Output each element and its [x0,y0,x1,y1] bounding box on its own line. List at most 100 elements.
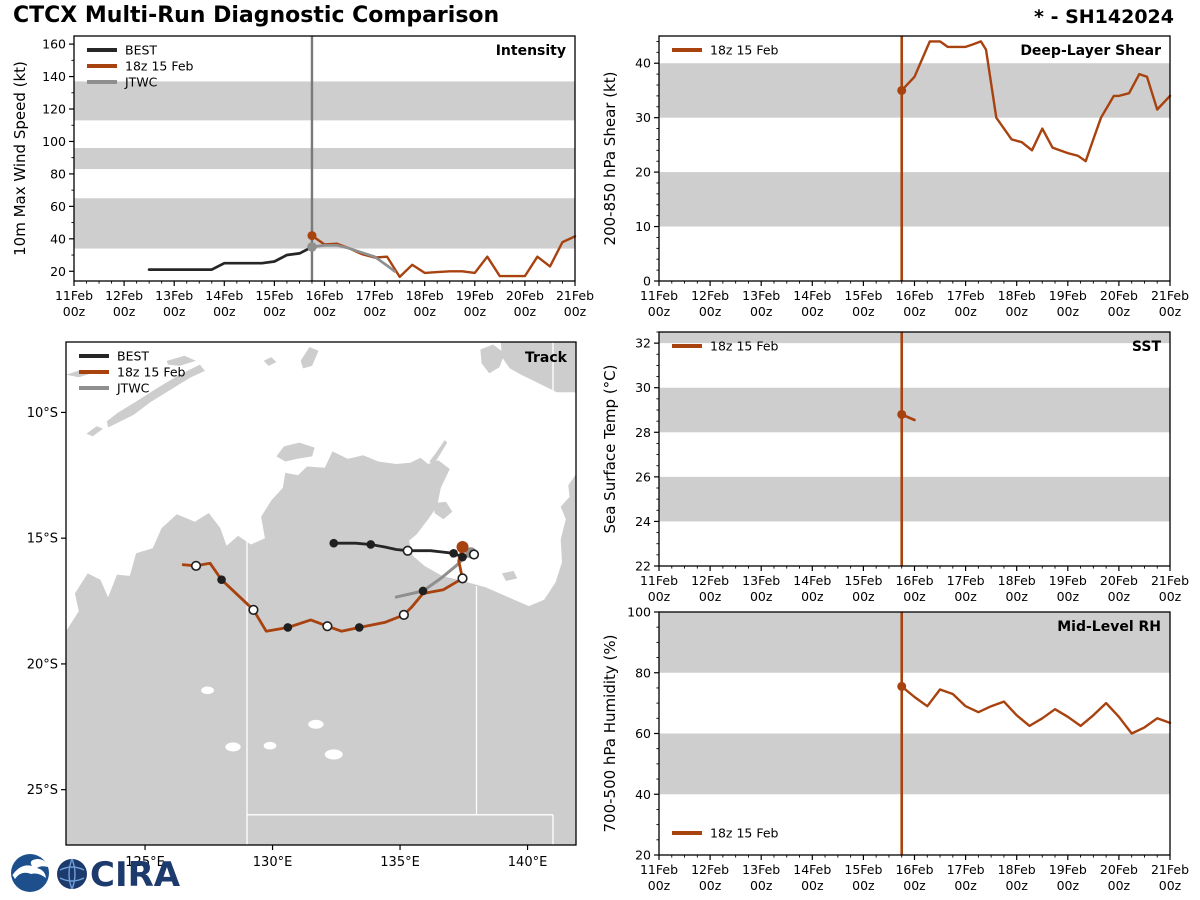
map-lon-label: 135°E [380,855,420,870]
x-tick-label: 21Feb [1151,288,1189,303]
x-tick-label: 14Feb [793,288,831,303]
map-lake [201,686,214,695]
shaded-band [659,733,1170,795]
shaded-band [659,612,1170,673]
x-tick-label: 19Feb [1049,288,1087,303]
track-fix-open [322,621,333,632]
x-tick-label: 00z [801,878,824,893]
y-tick-label: 26 [635,469,651,484]
y-tick-label: 60 [635,726,651,741]
map-land [86,426,103,437]
track-fix-open [248,604,259,615]
x-tick-label: 12Feb [691,288,729,303]
map-land [480,344,505,374]
panel-intensity: 11Feb00z12Feb00z13Feb00z14Feb00z15Feb00z… [11,35,594,319]
map-lake [263,741,277,750]
y-axis-label: 700-500 hPa Humidity (%) [601,634,619,832]
x-tick-label: 00z [464,304,487,319]
x-tick-label: 18Feb [998,573,1036,588]
x-tick-label: 12Feb [691,573,729,588]
x-tick-label: 15Feb [844,288,882,303]
x-tick-label: 16Feb [895,862,933,877]
x-tick-label: 00z [313,304,336,319]
map-land [429,440,448,466]
track-fix-filled [283,623,293,632]
y-tick-label: 20 [50,264,66,279]
map-lat-label: 15°S [27,532,58,547]
x-tick-label: 00z [801,304,824,319]
x-tick-label: 00z [1159,304,1182,319]
shaded-band [74,81,575,121]
x-tick-label: 00z [954,304,977,319]
track-fix-open [190,560,202,571]
x-tick-label: 00z [363,304,386,319]
x-tick-label: 00z [699,304,722,319]
track-fix-filled [217,575,226,584]
map-lat-label: 10°S [27,406,58,421]
y-tick-label: 100 [627,605,651,620]
x-tick-label: 00z [413,304,436,319]
map-land [66,451,576,845]
map-lat-label: 20°S [27,657,58,672]
x-tick-label: 00z [163,304,186,319]
x-tick-label: 15Feb [255,288,293,303]
track-fix-open [468,549,480,560]
init-dot [307,231,317,241]
x-tick-label: 00z [903,304,926,319]
x-tick-label: 13Feb [742,573,780,588]
y-tick-label: 80 [50,166,66,181]
track-fix-filled [458,552,467,562]
x-tick-label: 13Feb [742,288,780,303]
panel-sst: 11Feb00z12Feb00z13Feb00z14Feb00z15Feb00z… [601,331,1189,604]
init-dot [897,409,907,419]
y-tick-label: 24 [635,514,651,529]
track-fix-filled [329,538,339,548]
y-tick-label: 80 [635,665,651,680]
x-tick-label: 00z [648,589,671,604]
x-tick-label: 00z [750,878,773,893]
x-tick-label: 16Feb [895,288,933,303]
x-tick-label: 00z [852,589,875,604]
shaded-band [659,476,1170,522]
x-tick-label: 14Feb [205,288,243,303]
y-tick-label: 0 [643,274,651,289]
map-land [106,364,205,428]
x-tick-label: 11Feb [55,288,93,303]
track-fix-open [402,545,413,556]
x-tick-label: 00z [954,589,977,604]
x-tick-label: 00z [1159,589,1182,604]
y-tick-label: 22 [635,559,651,574]
x-tick-label: 14Feb [793,573,831,588]
init-dot [897,85,907,95]
track-fix-filled [366,540,376,549]
map-frame [65,341,577,846]
y-tick-label: 30 [635,110,651,125]
x-tick-label: 00z [113,304,136,319]
y-tick-label: 32 [635,336,651,351]
x-tick-label: 12Feb [691,862,729,877]
legend-label: JTWC [116,381,150,396]
track-fix-filled [449,548,458,558]
map-land [276,442,315,462]
x-tick-label: 12Feb [105,288,143,303]
y-tick-label: 20 [635,165,651,180]
x-tick-label: 00z [564,304,587,319]
x-tick-label: 00z [903,878,926,893]
y-tick-label: 100 [42,134,66,149]
x-tick-label: 17Feb [947,573,985,588]
shaded-band [659,332,1170,344]
panel-title: SST [1132,339,1162,355]
x-tick-label: 00z [648,878,671,893]
map-land [166,355,196,366]
x-tick-label: 00z [699,589,722,604]
panel-title: Mid-Level RH [1057,619,1161,635]
x-tick-label: 00z [514,304,537,319]
x-tick-label: 00z [954,878,977,893]
x-tick-label: 20Feb [506,288,544,303]
legend-label: JTWC [124,75,158,90]
x-tick-label: 17Feb [947,862,985,877]
panel-shear: 11Feb00z12Feb00z13Feb00z14Feb00z15Feb00z… [601,35,1189,319]
map-lake [308,719,324,729]
y-tick-label: 28 [635,425,651,440]
